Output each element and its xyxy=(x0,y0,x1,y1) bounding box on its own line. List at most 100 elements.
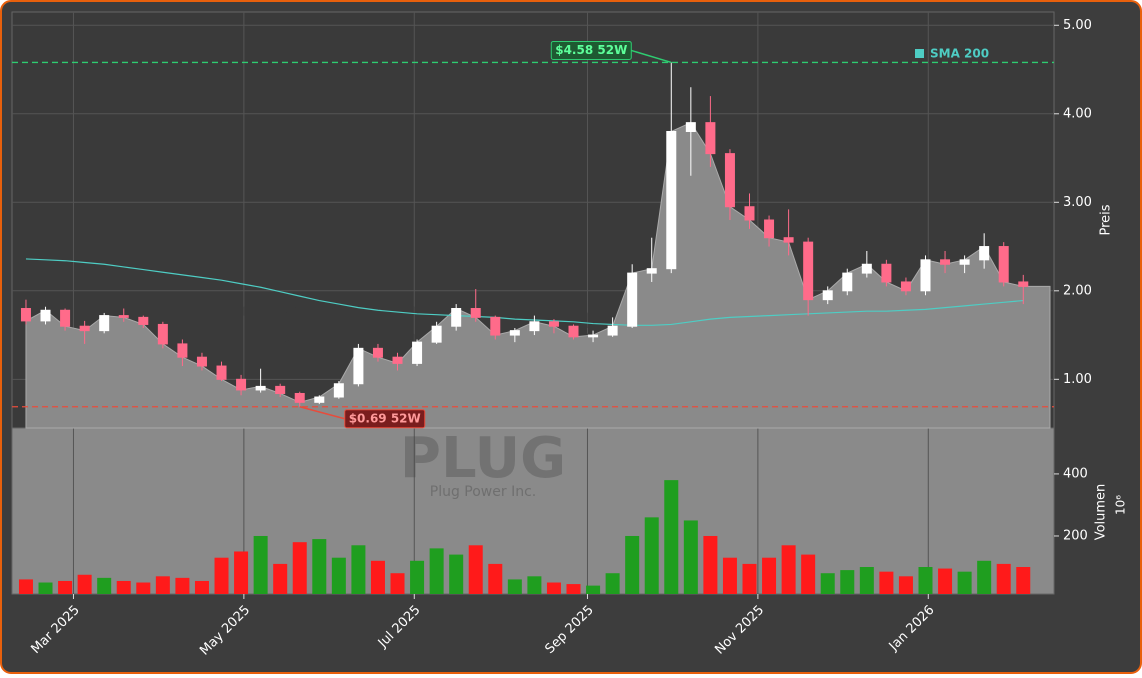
y2-axis-label: Volumen xyxy=(1094,484,1109,541)
volume-bar xyxy=(605,573,620,594)
candle-body xyxy=(959,259,970,265)
volume-bar xyxy=(155,576,170,594)
candle-body xyxy=(627,272,638,327)
volume-bar xyxy=(879,571,894,594)
volume-bar xyxy=(331,557,346,594)
annotation-arrow xyxy=(631,49,672,64)
volume-bar xyxy=(664,480,679,594)
volume-bar xyxy=(253,535,268,594)
volume-bar xyxy=(977,560,992,594)
candle-body xyxy=(412,341,423,364)
volume-bar xyxy=(996,563,1011,594)
candle-body xyxy=(138,316,149,325)
volume-bar xyxy=(312,539,327,594)
volume-bar xyxy=(801,554,816,594)
volume-bar xyxy=(194,580,209,594)
volume-bar xyxy=(644,517,659,594)
candle-body xyxy=(333,383,344,398)
volume-bar xyxy=(859,567,874,594)
candle-body xyxy=(314,396,325,403)
candle-body xyxy=(509,330,520,336)
volume-bar xyxy=(586,585,601,594)
volume-bar xyxy=(683,520,698,594)
volume-bar xyxy=(742,563,757,594)
annotation-label: $4.58 52W xyxy=(555,43,627,57)
volume-bar xyxy=(703,535,718,594)
volume-bar xyxy=(292,542,307,594)
volume-bar xyxy=(136,582,151,594)
candle-body xyxy=(803,241,814,301)
candle-body xyxy=(783,237,794,243)
annotation-box xyxy=(550,40,632,60)
candle-body xyxy=(998,246,1009,283)
candle-body xyxy=(724,153,735,208)
volume-bar xyxy=(625,535,640,594)
sma-line xyxy=(25,258,1024,326)
candle-body xyxy=(255,385,266,391)
candle-body xyxy=(431,325,442,343)
volume-bar xyxy=(488,563,503,594)
volume-bar xyxy=(175,577,190,594)
y-tick-label: 1.00 xyxy=(1063,372,1092,387)
volume-bar xyxy=(898,576,913,594)
volume-bar xyxy=(527,576,542,594)
candle-body xyxy=(764,219,775,239)
candle-body xyxy=(20,308,31,322)
volume-bar xyxy=(938,568,953,594)
candle-body xyxy=(99,315,110,332)
legend-label: SMA 200 xyxy=(930,47,989,61)
candle-body xyxy=(588,334,599,338)
volume-bar xyxy=(234,551,249,594)
volume-bar xyxy=(273,563,288,594)
volume-bar xyxy=(918,567,933,594)
volume-bar xyxy=(840,570,855,594)
volume-bar xyxy=(957,571,972,594)
candle-body xyxy=(490,316,501,336)
candle-body xyxy=(881,263,892,283)
candle-body xyxy=(196,356,207,367)
volume-bar xyxy=(762,557,777,594)
candle-body xyxy=(294,392,305,403)
volume-bar xyxy=(546,582,561,594)
y-tick-label: 3.00 xyxy=(1063,195,1092,210)
annotation-arrow xyxy=(299,406,345,420)
volume-bar xyxy=(370,560,385,594)
volume-bar xyxy=(507,579,522,594)
candle-body xyxy=(685,122,696,132)
candle-body xyxy=(666,130,677,270)
candle-body xyxy=(822,290,833,301)
candle-body xyxy=(607,325,618,336)
volume-bar xyxy=(566,584,581,594)
candle-body xyxy=(275,385,286,394)
candle-body xyxy=(568,325,579,338)
volume-bar xyxy=(390,573,405,594)
legend-swatch xyxy=(915,49,924,58)
volume-bar xyxy=(97,577,112,594)
candle-body xyxy=(940,259,951,265)
candle-body xyxy=(392,356,403,364)
y-tick-label: 4.00 xyxy=(1063,106,1092,121)
volume-bar xyxy=(214,557,229,594)
candle-body xyxy=(900,281,911,292)
candle-body xyxy=(920,259,931,292)
y-tick-label: 5.00 xyxy=(1063,18,1092,33)
candle-body xyxy=(118,315,129,318)
volume-bar xyxy=(77,574,92,594)
candle-body xyxy=(177,343,188,358)
annotation-label: $0.69 52W xyxy=(349,411,421,425)
candle-body xyxy=(861,263,872,274)
volume-bar xyxy=(449,554,464,594)
candle-body xyxy=(216,365,227,380)
volume-bar xyxy=(781,545,796,594)
volume-bar xyxy=(820,573,835,594)
candle-body xyxy=(744,206,755,221)
candle-body xyxy=(236,378,247,391)
candle-body xyxy=(1018,281,1029,287)
candle-body xyxy=(979,246,990,261)
volume-bar xyxy=(1016,567,1031,594)
candle-body xyxy=(157,323,168,345)
candle-body xyxy=(705,122,716,155)
candle-body xyxy=(372,347,383,358)
watermark-symbol: PLUG xyxy=(400,426,566,491)
